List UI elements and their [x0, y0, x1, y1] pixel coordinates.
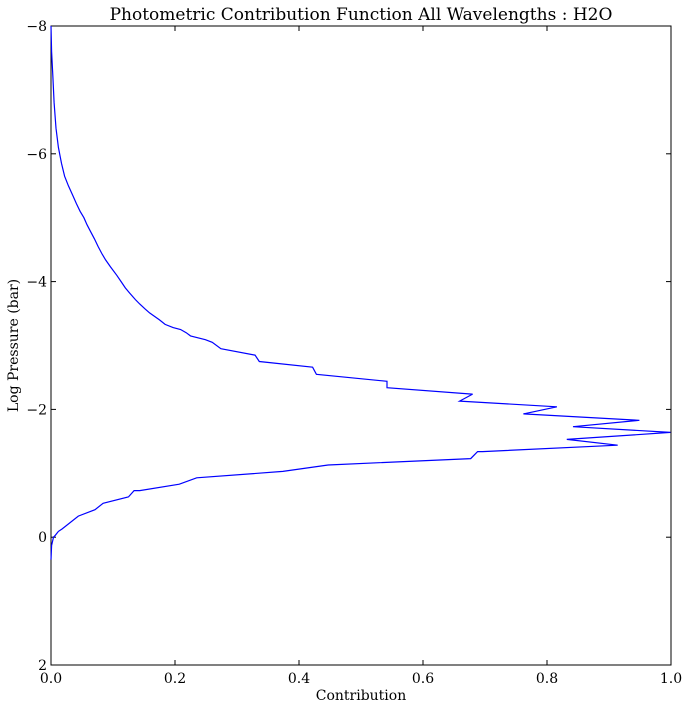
x-tick-label: 0.8 — [536, 671, 558, 687]
y-axis-label: Log Pressure (bar) — [6, 279, 22, 412]
y-tick-label: 2 — [38, 658, 47, 674]
contribution-line — [50, 25, 671, 560]
x-tick-label: 0.0 — [40, 671, 62, 687]
y-tick-label: −2 — [26, 402, 47, 418]
chart-title: Photometric Contribution Function All Wa… — [110, 5, 613, 25]
tick-labels: 0.0 0.2 0.4 0.6 0.8 1.0 −8 −6 −4 −2 0 2 — [26, 19, 682, 687]
x-tick-label: 0.4 — [288, 671, 310, 687]
y-tick-label: −6 — [26, 147, 47, 163]
x-tick-label: 1.0 — [660, 671, 682, 687]
y-tick-label: 0 — [38, 530, 47, 546]
y-tick-label: −4 — [26, 275, 47, 291]
plot-frame — [50, 25, 672, 666]
x-axis-label: Contribution — [316, 688, 406, 704]
x-tick-label: 0.6 — [412, 671, 434, 687]
tick-marks — [50, 25, 672, 666]
y-tick-label: −8 — [26, 19, 47, 35]
x-tick-label: 0.2 — [164, 671, 186, 687]
